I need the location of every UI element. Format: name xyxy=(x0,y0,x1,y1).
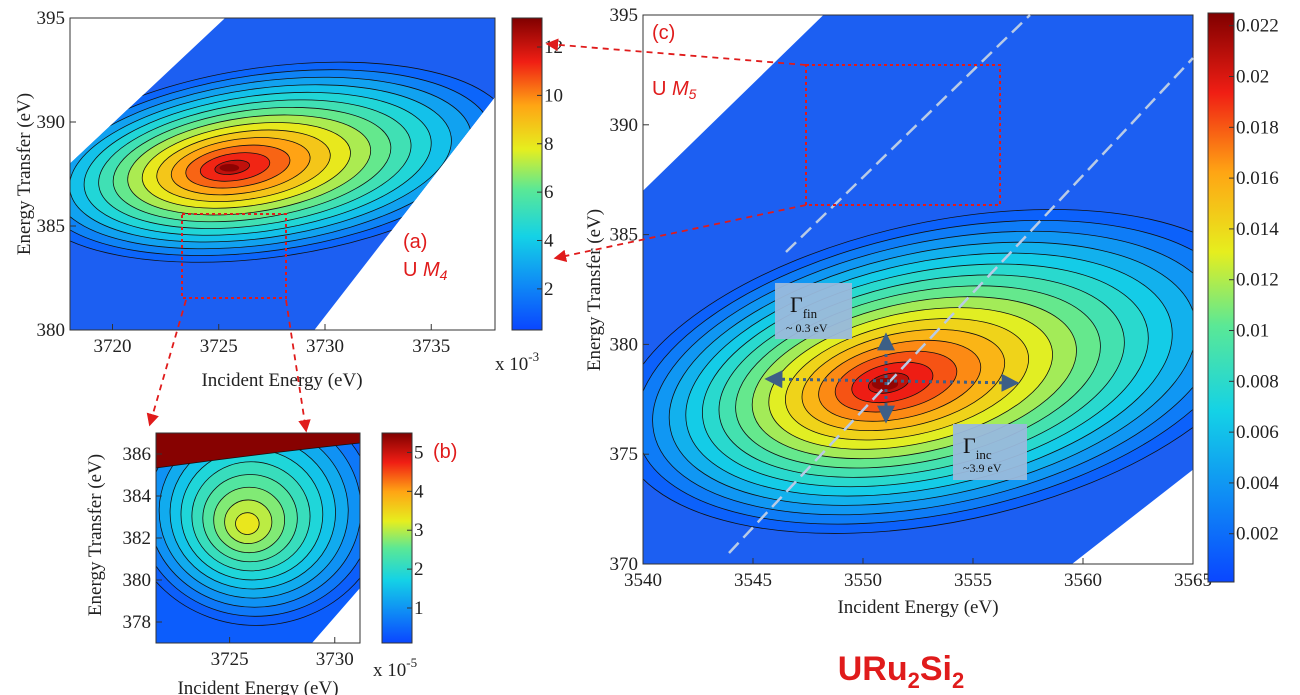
panel-b-colorbar-label: 2 xyxy=(414,559,424,580)
panel-a-ytick-label: 390 xyxy=(37,112,66,133)
panel-b-heatmap xyxy=(156,433,360,643)
panel-c-ytick-label: 375 xyxy=(610,444,639,465)
panel-b-colorbar-label: 5 xyxy=(414,442,424,463)
panel-c-xtick-label: 3560 xyxy=(1064,570,1102,591)
panel-a-edge-label: U M4 xyxy=(403,259,448,283)
panel-b-saturated-band xyxy=(156,433,360,469)
panel-c-colorbar-label: 0.022 xyxy=(1236,16,1279,37)
panel-a-ytick-label: 385 xyxy=(37,216,66,237)
panel-c-colorbar-label: 0.004 xyxy=(1236,473,1279,494)
panel-a-colorbar-label: 6 xyxy=(544,182,554,203)
panel-b-ytick-label: 384 xyxy=(123,486,152,507)
panel-c-colorbar-label: 0.006 xyxy=(1236,422,1279,443)
panel-c-m5-box xyxy=(805,64,1001,206)
panel-c-xtick-label: 3550 xyxy=(844,570,882,591)
arrow-c-to-panel-a xyxy=(553,204,807,263)
panel-c-colorbar-label: 0.012 xyxy=(1236,270,1279,291)
gamma-fin-box xyxy=(775,283,852,339)
panel-b-colorbar-label: 3 xyxy=(414,520,424,541)
panel-a-xlabel: Incident Energy (eV) xyxy=(201,370,362,391)
panel-a-ylabel: Energy Transfer (eV) xyxy=(14,93,35,255)
panel-c-colorbar-label: 0.014 xyxy=(1236,219,1279,240)
panel-b-ytick-label: 382 xyxy=(123,528,152,549)
panel-c-ytick-label: 385 xyxy=(610,225,639,246)
gamma-fin-value: ~ 0.3 eV xyxy=(786,321,828,335)
panel-c-colorbar-label: 0.008 xyxy=(1236,371,1279,392)
panel-a-label: (a) xyxy=(403,231,427,253)
gamma-inc-box xyxy=(953,424,1027,480)
panel-b: 3725 3730 378 380 382 384 386 (b) Incident Ene… xyxy=(85,432,457,695)
panel-b-ytick-label: 380 xyxy=(123,570,152,591)
connector-arrows xyxy=(146,38,807,433)
panel-a-xtick-label: 3735 xyxy=(412,336,450,357)
panel-a-colorbar xyxy=(511,17,543,331)
panel-b-contour-level xyxy=(235,512,260,535)
panel-a-zoom-box xyxy=(181,213,287,299)
panel-c-edge-label: U M5 xyxy=(652,78,697,102)
panel-c-diagonal-guide-main xyxy=(728,57,1194,554)
panel-c-xtick-label: 3540 xyxy=(624,570,662,591)
panel-c-xtick-label: 3555 xyxy=(954,570,992,591)
panel-a-xtick-label: 3730 xyxy=(306,336,344,357)
panel-c-axes-box xyxy=(642,14,1194,565)
panel-c-xtick-label: 3545 xyxy=(734,570,772,591)
panel-c-xlabel: Incident Energy (eV) xyxy=(837,597,998,618)
panel-b-colorbar xyxy=(381,432,413,644)
panel-a: 3720 3725 3730 3735 380 385 390 395 (a) U M4 In… xyxy=(14,8,563,391)
panel-b-ytick-label: 378 xyxy=(123,612,152,633)
panel-a-colorbar-label: 2 xyxy=(544,279,554,300)
panel-c-colorbar-label: 0.018 xyxy=(1236,117,1279,138)
panel-b-ytick-label: 386 xyxy=(123,444,152,465)
panel-c-label: (c) xyxy=(652,22,675,44)
panel-a-colorbar-label: 4 xyxy=(544,231,554,252)
panel-c-ytick-label: 390 xyxy=(610,115,639,136)
panel-b-colorbar-label: 1 xyxy=(414,598,424,619)
panel-c-ytick-label: 395 xyxy=(610,5,639,26)
panel-a-ytick-label: 395 xyxy=(37,8,66,29)
panel-c-diagonal-guide-upper xyxy=(785,14,1031,253)
panel-a-colorbar-multiplier: x 10-3 xyxy=(495,349,539,375)
panel-a-xtick-label: 3720 xyxy=(94,336,132,357)
gamma-inc-value: ~3.9 eV xyxy=(963,461,1002,475)
panel-a-xtick-label: 3725 xyxy=(200,336,238,357)
gamma-inc-symbol: Γinc xyxy=(963,433,992,462)
gamma-fin-symbol: Γfin xyxy=(790,292,818,321)
material-formula: URu2Si2 xyxy=(838,650,965,693)
panel-b-xtick-label: 3725 xyxy=(211,649,249,670)
panel-a-ytick-label: 380 xyxy=(37,320,66,341)
panel-b-empty-corner xyxy=(312,588,360,643)
panel-c-colorbar-label: 0.02 xyxy=(1236,67,1269,88)
panel-c-colorbar-label: 0.002 xyxy=(1236,524,1279,545)
panel-c-xtick-label: 3565 xyxy=(1174,570,1212,591)
panel-a-colorbar-label: 12 xyxy=(544,37,563,58)
panel-c-ylabel: Energy Transfer (eV) xyxy=(584,209,605,371)
panel-c: 3540 3545 3550 3555 3560 3565 370 375 380 385 390 3… xyxy=(584,5,1279,618)
panel-a-peak xyxy=(219,163,240,172)
panel-b-xtick-label: 3730 xyxy=(316,649,354,670)
panel-a-colorbar-label: 10 xyxy=(544,85,563,106)
panel-b-colorbar-label: 4 xyxy=(414,481,424,502)
panel-b-ylabel: Energy Transfer (eV) xyxy=(85,454,106,616)
panel-c-ytick-label: 370 xyxy=(610,554,639,575)
panel-a-axes-box xyxy=(69,17,496,331)
panel-c-ytick-label: 380 xyxy=(610,334,639,355)
panel-b-colorbar-multiplier: x 10-5 xyxy=(373,655,417,681)
panel-c-colorbar-label: 0.016 xyxy=(1236,168,1279,189)
panel-c-colorbar xyxy=(1207,12,1235,583)
panel-b-label: (b) xyxy=(433,441,457,463)
panel-b-xlabel: Incident Energy (eV) xyxy=(177,678,338,695)
panel-c-colorbar-label: 0.01 xyxy=(1236,321,1269,342)
panel-a-heatmap xyxy=(70,18,495,330)
panel-a-colorbar-label: 8 xyxy=(544,134,554,155)
